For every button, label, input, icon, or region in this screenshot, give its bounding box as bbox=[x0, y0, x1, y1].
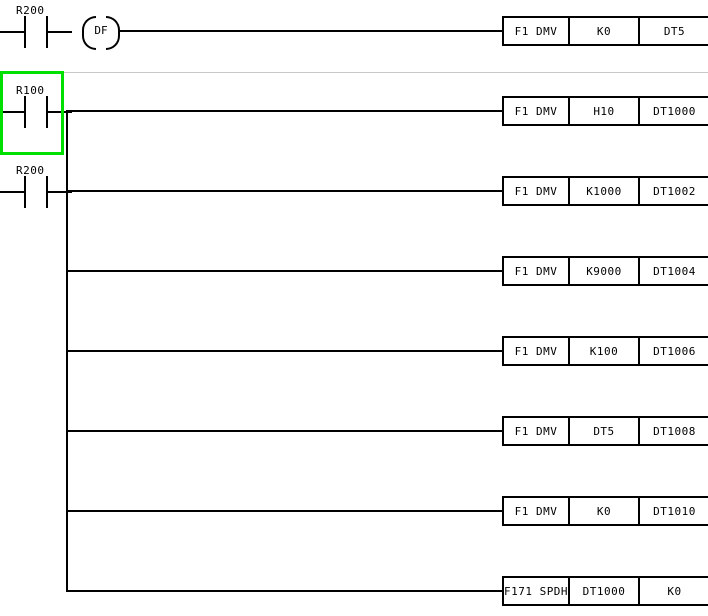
instruction-operand-1: H10 bbox=[570, 98, 640, 124]
instruction-mnemonic: F1 DMV bbox=[504, 178, 570, 204]
instruction-block-rung1-0[interactable]: F1 DMV K0 DT5 bbox=[502, 16, 708, 46]
contact-bar-right bbox=[46, 96, 48, 128]
instruction-mnemonic: F171 SPDH bbox=[504, 578, 570, 604]
branch-wire-1 bbox=[66, 190, 502, 192]
contact-bar-right bbox=[46, 176, 48, 208]
instruction-block-rung2-4[interactable]: F1 DMV DT5 DT1008 bbox=[502, 416, 708, 446]
branch-wire-3 bbox=[66, 350, 502, 352]
branch-wire-4 bbox=[66, 430, 502, 432]
contact-label-r200-rung1: R200 bbox=[16, 4, 45, 17]
instruction-operand-1: K0 bbox=[570, 18, 640, 44]
contact-bar-left bbox=[24, 96, 26, 128]
instruction-block-rung2-6[interactable]: F171 SPDH DT1000 K0 bbox=[502, 576, 708, 606]
coil-label: DF bbox=[94, 24, 108, 37]
instruction-mnemonic: F1 DMV bbox=[504, 338, 570, 364]
branch-wire-2 bbox=[66, 270, 502, 272]
instruction-mnemonic: F1 DMV bbox=[504, 498, 570, 524]
instruction-operand-1: K1000 bbox=[570, 178, 640, 204]
instruction-operand-2: DT1006 bbox=[653, 344, 696, 358]
contact-label-r100-rung2: R100 bbox=[16, 84, 45, 97]
branch-wire-6 bbox=[66, 590, 502, 592]
instruction-mnemonic: F1 DMV bbox=[504, 18, 570, 44]
instruction-operand-2: DT1008 bbox=[653, 424, 696, 438]
branch-wire-0 bbox=[66, 110, 502, 112]
rung-separator bbox=[0, 72, 708, 73]
instruction-operand-2: DT1004 bbox=[653, 264, 696, 278]
instruction-block-rung2-5[interactable]: F1 DMV K0 DT1010 bbox=[502, 496, 708, 526]
instruction-operand-1: K9000 bbox=[570, 258, 640, 284]
instruction-mnemonic: F1 DMV bbox=[504, 258, 570, 284]
contact-bar-right bbox=[46, 16, 48, 48]
instruction-mnemonic: F1 DMV bbox=[504, 98, 570, 124]
instruction-block-rung2-1[interactable]: F1 DMV K1000 DT1002 bbox=[502, 176, 708, 206]
instruction-operand-1: K0 bbox=[570, 498, 640, 524]
contact-lead-right bbox=[48, 111, 72, 113]
branch-wire-5 bbox=[66, 510, 502, 512]
contact-bar-left bbox=[24, 16, 26, 48]
instruction-operand-2: DT5 bbox=[663, 24, 686, 38]
rung1-wire-to-instruction bbox=[120, 30, 502, 32]
instruction-block-rung2-0[interactable]: F1 DMV H10 DT1000 bbox=[502, 96, 708, 126]
instruction-block-rung2-2[interactable]: F1 DMV K9000 DT1004 bbox=[502, 256, 708, 286]
contact-lead-left bbox=[0, 111, 24, 113]
contact-lead-right bbox=[48, 31, 72, 33]
contact-label-r200-rung2: R200 bbox=[16, 164, 45, 177]
instruction-operand-1: K100 bbox=[570, 338, 640, 364]
instruction-operand-1: DT1000 bbox=[570, 578, 640, 604]
instruction-mnemonic: F1 DMV bbox=[504, 418, 570, 444]
contact-lead-left bbox=[0, 191, 24, 193]
instruction-operand-2: K0 bbox=[667, 584, 682, 598]
instruction-operand-2: DT1002 bbox=[653, 184, 696, 198]
instruction-operand-2: DT1000 bbox=[653, 104, 696, 118]
instruction-operand-1: DT5 bbox=[570, 418, 640, 444]
coil-df-rung1[interactable]: DF bbox=[82, 16, 120, 50]
instruction-block-rung2-3[interactable]: F1 DMV K100 DT1006 bbox=[502, 336, 708, 366]
contact-lead-right bbox=[48, 191, 72, 193]
contact-bar-left bbox=[24, 176, 26, 208]
contact-lead-left bbox=[0, 31, 24, 33]
instruction-operand-2: DT1010 bbox=[653, 504, 696, 518]
